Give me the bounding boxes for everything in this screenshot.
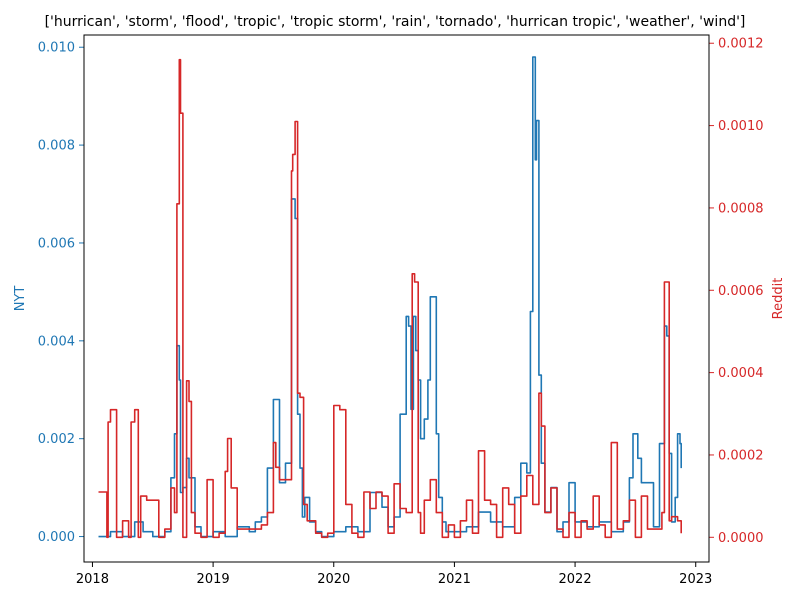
x-tick-label: 2018 — [76, 572, 109, 587]
chart-title: ['hurrican', 'storm', 'flood', 'tropic',… — [45, 14, 746, 30]
y-tick-label-right: 0.0008 — [718, 201, 764, 216]
reddit-series-line — [98, 58, 682, 539]
y-tick-label-left: 0.004 — [38, 334, 75, 349]
y-tick-label-right: 0.0012 — [718, 37, 764, 52]
y-tick-label-left: 0.010 — [38, 41, 75, 56]
plot-area — [98, 56, 682, 539]
y-tick-label-left: 0.008 — [38, 139, 75, 154]
y-axis-label-right: Reddit — [771, 278, 786, 320]
y-tick-label-left: 0.000 — [38, 530, 75, 545]
x-tick-label: 2020 — [317, 572, 350, 587]
x-tick-label: 2022 — [559, 572, 592, 587]
y-tick-label-left: 0.006 — [38, 236, 75, 251]
y-tick-label-right: 0.0010 — [718, 119, 764, 134]
x-tick-label: 2023 — [679, 572, 712, 587]
x-tick-label: 2019 — [197, 572, 230, 587]
y-tick-label-right: 0.0006 — [718, 284, 764, 299]
y-tick-label-right: 0.0000 — [718, 531, 764, 546]
y-tick-label-right: 0.0002 — [718, 448, 764, 463]
y-axis-right: 0.0000 0.0002 0.0004 0.0006 0.0008 0.0010 0.00… — [709, 37, 764, 546]
y-tick-label-right: 0.0004 — [718, 366, 764, 381]
x-axis: 2018 2019 2020 2021 2022 2023 — [76, 562, 712, 587]
y-axis-label-left: NYT — [13, 286, 28, 312]
y-tick-label-left: 0.002 — [38, 432, 75, 447]
plot-frame — [83, 34, 710, 563]
x-tick-label: 2021 — [438, 572, 471, 587]
y-axis-left: 0.000 0.002 0.004 0.006 0.008 0.010 — [38, 41, 84, 545]
